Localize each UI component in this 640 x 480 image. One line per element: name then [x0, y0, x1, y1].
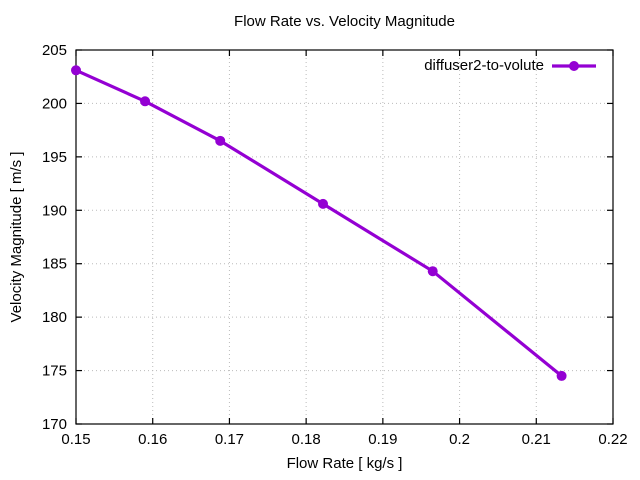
plot-border [75, 49, 614, 425]
data-point-marker [427, 266, 438, 277]
y-tick-label: 205 [42, 42, 67, 59]
x-tick-label: 0.18 [292, 431, 321, 448]
y-tick-label: 190 [42, 202, 67, 219]
data-line [74, 68, 564, 378]
x-axis-label: Flow Rate [ kg/s ] [286, 455, 403, 472]
y-tick-label: 195 [42, 149, 67, 166]
x-tick-label: 0.22 [598, 431, 627, 448]
y-tick-label: 175 [42, 363, 67, 380]
x-tick-label: 0.19 [368, 431, 397, 448]
data-point-marker [215, 135, 226, 146]
x-tick-label: 0.2 [449, 431, 470, 448]
x-tick-label: 0.15 [61, 431, 90, 448]
y-tick-label: 170 [42, 416, 67, 433]
y-axis-label: Velocity Magnitude [ m/s ] [8, 151, 25, 323]
data-point-marker [318, 198, 329, 209]
chart-title: Flow Rate vs. Velocity Magnitude [234, 13, 455, 30]
y-tick-label: 185 [42, 256, 67, 273]
x-tick-label: 0.21 [522, 431, 551, 448]
legend-sample-marker [569, 61, 579, 71]
data-point-marker [556, 370, 567, 381]
y-tick-label: 200 [42, 95, 67, 112]
x-tick-label: 0.17 [215, 431, 244, 448]
legend-series-label: diffuser2-to-volute [424, 57, 544, 74]
data-point-marker [140, 96, 151, 107]
x-tick-label: 0.16 [138, 431, 167, 448]
data-point-marker [71, 65, 81, 76]
y-tick-label: 180 [42, 309, 67, 326]
